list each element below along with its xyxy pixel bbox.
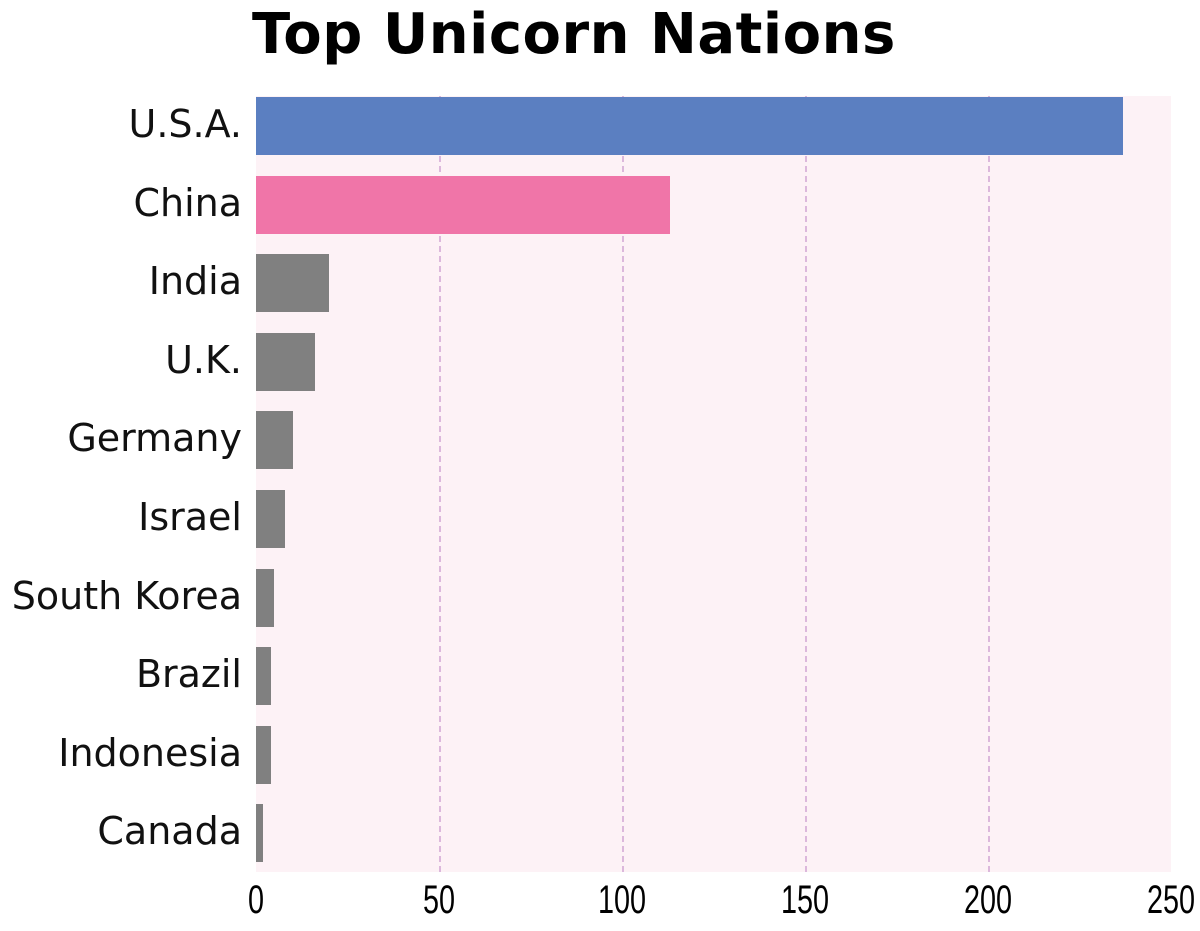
x-tick-label: 150 [780, 878, 830, 922]
bar: 113 [256, 175, 670, 234]
gridline [439, 96, 441, 872]
x-tick-label: 250 [1146, 878, 1196, 922]
x-tick-label: 50 [422, 878, 456, 922]
bar: 5 [256, 568, 275, 627]
category-label: Israel [138, 495, 242, 539]
bar: 237 [256, 97, 1124, 155]
x-tick-label: 100 [597, 878, 647, 922]
category-label: U.K. [165, 337, 242, 382]
bar: 2 [256, 804, 264, 863]
bar: 16 [256, 332, 315, 391]
category-label: Brazil [135, 652, 242, 697]
category-label: South Korea [11, 573, 242, 618]
gridline [988, 96, 990, 872]
bar: 4 [256, 725, 271, 784]
x-tick-label: 200 [963, 878, 1013, 922]
category-label: India [148, 259, 242, 304]
chart-title: Top Unicorn Nations [252, 2, 896, 67]
gridline [622, 96, 624, 872]
category-label: Canada [97, 809, 242, 854]
category-label: U.S.A. [128, 102, 243, 146]
bar: 10 [256, 411, 293, 470]
x-tick-label: 0 [247, 878, 265, 922]
category-label: Indonesia [58, 730, 242, 775]
plot-area: 237 113 20 16 10 8 5 4 4 2 [256, 96, 1171, 872]
category-label: China [133, 180, 242, 225]
category-label: Germany [67, 416, 242, 461]
bar: 20 [256, 254, 330, 313]
bar: 4 [256, 647, 271, 706]
bar: 8 [256, 490, 286, 548]
gridline [805, 96, 807, 872]
